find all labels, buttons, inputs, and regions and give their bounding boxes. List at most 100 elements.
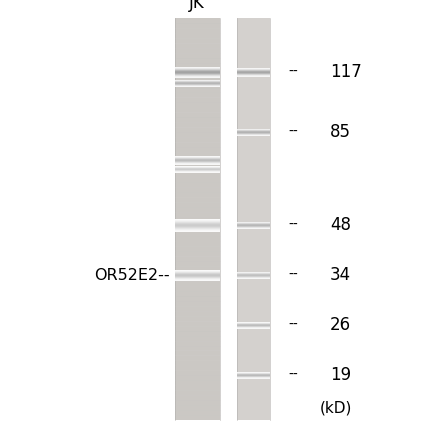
Bar	[175, 166, 220, 167]
Bar	[175, 163, 220, 164]
Bar	[237, 278, 270, 279]
Bar	[237, 132, 270, 133]
Bar	[237, 374, 270, 375]
Bar	[175, 230, 220, 231]
Bar	[237, 135, 270, 136]
Bar	[237, 129, 270, 130]
Bar	[175, 74, 220, 75]
Bar	[175, 270, 220, 271]
Bar	[237, 133, 270, 134]
Bar	[237, 276, 270, 277]
Bar	[237, 129, 270, 130]
Bar	[175, 224, 220, 225]
Bar	[175, 169, 220, 170]
Bar	[237, 276, 270, 277]
Bar	[237, 373, 270, 374]
Bar	[175, 171, 220, 172]
Bar	[175, 220, 220, 221]
Bar	[175, 272, 220, 273]
Bar	[175, 273, 220, 274]
Text: 26: 26	[330, 316, 351, 334]
Bar	[237, 274, 270, 275]
Bar	[175, 158, 220, 159]
Bar	[175, 86, 220, 87]
Bar	[175, 163, 220, 164]
Bar	[237, 225, 270, 226]
Bar	[237, 225, 270, 226]
Bar	[175, 158, 220, 159]
Bar	[237, 129, 270, 130]
Bar	[237, 277, 270, 278]
Bar	[175, 160, 220, 161]
Bar	[237, 327, 270, 328]
Bar	[175, 67, 220, 68]
Bar	[175, 67, 220, 68]
Bar	[175, 223, 220, 224]
Bar	[237, 272, 270, 273]
Bar	[175, 224, 220, 225]
Text: --: --	[288, 65, 298, 79]
Bar	[237, 325, 270, 326]
Bar	[175, 74, 220, 75]
Bar	[237, 324, 270, 325]
Text: 19: 19	[330, 366, 351, 384]
Bar	[237, 224, 270, 225]
Bar	[237, 327, 270, 328]
Bar	[175, 166, 220, 167]
Bar	[175, 82, 220, 83]
Bar	[175, 159, 220, 160]
Bar	[237, 227, 270, 228]
Bar	[175, 274, 220, 275]
Bar	[237, 272, 270, 273]
Bar	[237, 376, 270, 377]
Bar	[237, 322, 270, 323]
Bar	[175, 71, 220, 72]
Bar	[237, 275, 270, 276]
Bar	[237, 227, 270, 228]
Bar	[237, 373, 270, 374]
Bar	[175, 68, 220, 69]
Bar	[237, 74, 270, 75]
Bar	[175, 228, 220, 229]
Bar	[175, 277, 220, 278]
Bar	[237, 323, 270, 324]
Bar	[237, 69, 270, 70]
Text: 85: 85	[330, 123, 351, 141]
Bar	[237, 132, 270, 133]
Bar	[237, 71, 270, 72]
Bar	[237, 227, 270, 228]
Bar	[237, 325, 270, 326]
Bar	[237, 272, 270, 273]
Bar	[175, 277, 220, 278]
Bar	[175, 278, 220, 279]
Bar	[175, 220, 220, 221]
Bar	[175, 80, 220, 81]
Bar	[237, 228, 270, 229]
Text: (kD): (kD)	[320, 400, 352, 415]
Bar	[175, 69, 220, 70]
Bar	[175, 162, 220, 163]
Bar	[237, 324, 270, 325]
Bar	[237, 326, 270, 327]
Bar	[175, 171, 220, 172]
Bar	[237, 322, 270, 323]
Text: --: --	[288, 268, 298, 282]
Bar	[237, 225, 270, 226]
Bar	[237, 226, 270, 227]
Bar	[237, 275, 270, 276]
Bar	[175, 161, 220, 162]
Text: --: --	[288, 318, 298, 332]
Bar	[175, 271, 220, 272]
Text: --: --	[288, 218, 298, 232]
Bar	[175, 81, 220, 82]
Bar	[175, 222, 220, 223]
Bar	[175, 167, 220, 168]
Bar	[237, 375, 270, 376]
Bar	[237, 228, 270, 229]
Bar	[175, 84, 220, 85]
Bar	[175, 167, 220, 168]
Bar	[175, 70, 220, 71]
Bar	[237, 130, 270, 131]
Bar	[175, 162, 220, 163]
Bar	[237, 375, 270, 376]
